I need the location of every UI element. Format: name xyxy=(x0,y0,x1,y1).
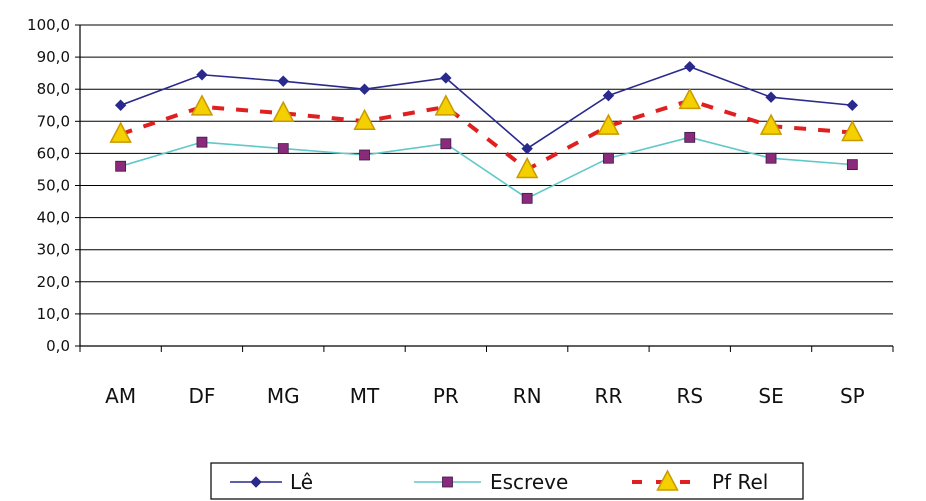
x-category-label: SP xyxy=(840,384,865,408)
legend-label: Escreve xyxy=(490,470,568,494)
data-point xyxy=(678,87,701,110)
series-line xyxy=(120,65,853,150)
data-point xyxy=(272,100,295,123)
data-point xyxy=(841,119,864,142)
data-point xyxy=(190,94,214,116)
data-point xyxy=(684,131,696,143)
legend-label: Lê xyxy=(290,470,313,494)
data-point xyxy=(602,89,615,102)
data-point xyxy=(359,149,370,161)
y-tick-label: 70,0 xyxy=(37,112,70,130)
series-line xyxy=(120,136,853,200)
data-point xyxy=(759,113,783,135)
data-point xyxy=(277,143,289,154)
series-pf-rel xyxy=(109,87,864,179)
legend-marker xyxy=(656,469,679,491)
legend-label: Pf Rel xyxy=(712,470,768,494)
data-point xyxy=(440,72,452,84)
legend-box xyxy=(210,462,804,500)
data-point xyxy=(115,160,127,172)
data-point xyxy=(515,156,539,179)
data-point xyxy=(434,94,458,116)
y-tick-label: 60,0 xyxy=(37,144,70,162)
y-tick-label: 40,0 xyxy=(37,209,70,227)
data-point xyxy=(765,152,777,164)
x-axis-category-labels: AM DF MG MT PR RN RR RS SE SP xyxy=(105,384,865,408)
grid-lines xyxy=(80,24,893,315)
legend-item: Lê xyxy=(230,470,313,494)
x-category-label: DF xyxy=(188,384,215,408)
y-tick-label: 100,0 xyxy=(27,16,70,34)
x-category-label: RN xyxy=(513,384,542,408)
x-category-label: SE xyxy=(758,384,783,408)
data-point xyxy=(358,83,371,95)
legend-item: Escreve xyxy=(414,470,568,494)
data-point xyxy=(196,136,208,148)
x-category-label: RS xyxy=(676,384,703,408)
y-tick-label: 50,0 xyxy=(37,177,70,195)
data-point xyxy=(277,75,289,87)
data-point xyxy=(114,99,127,111)
y-tick-label: 20,0 xyxy=(37,273,70,291)
x-category-label: RR xyxy=(595,384,623,408)
data-point xyxy=(846,159,858,171)
y-tick-label: 80,0 xyxy=(37,80,70,98)
x-category-label: MT xyxy=(350,384,380,408)
y-tick-label: 30,0 xyxy=(37,241,70,259)
data-point xyxy=(521,142,533,155)
x-category-label: PR xyxy=(433,384,459,408)
y-tick-label: 0,0 xyxy=(46,337,70,355)
series-group xyxy=(109,61,864,204)
data-point xyxy=(196,69,208,81)
data-point xyxy=(597,113,620,135)
x-category-label: AM xyxy=(105,384,136,408)
y-tick-label: 90,0 xyxy=(37,48,70,66)
series-line xyxy=(120,98,853,172)
legend-item: Pf Rel xyxy=(632,469,768,494)
data-point xyxy=(684,61,696,73)
legend: Lê Escreve Pf Rel xyxy=(210,462,804,500)
y-tick-label: 10,0 xyxy=(37,305,70,323)
x-category-label: MG xyxy=(267,384,300,408)
axes xyxy=(75,24,894,352)
data-point xyxy=(521,192,533,204)
data-point xyxy=(846,99,859,111)
series-l- xyxy=(114,61,859,155)
legend-marker xyxy=(250,476,262,488)
data-point xyxy=(765,91,777,103)
data-point xyxy=(353,108,376,131)
data-point xyxy=(109,121,132,143)
series-escreve xyxy=(115,131,858,204)
legend-marker xyxy=(442,476,453,488)
data-point xyxy=(603,152,614,164)
y-axis-tick-labels: 0,0 10,0 20,0 30,0 40,0 50,0 60,0 70,0 80,0 90,0 1… xyxy=(27,16,70,355)
data-point xyxy=(440,138,452,150)
